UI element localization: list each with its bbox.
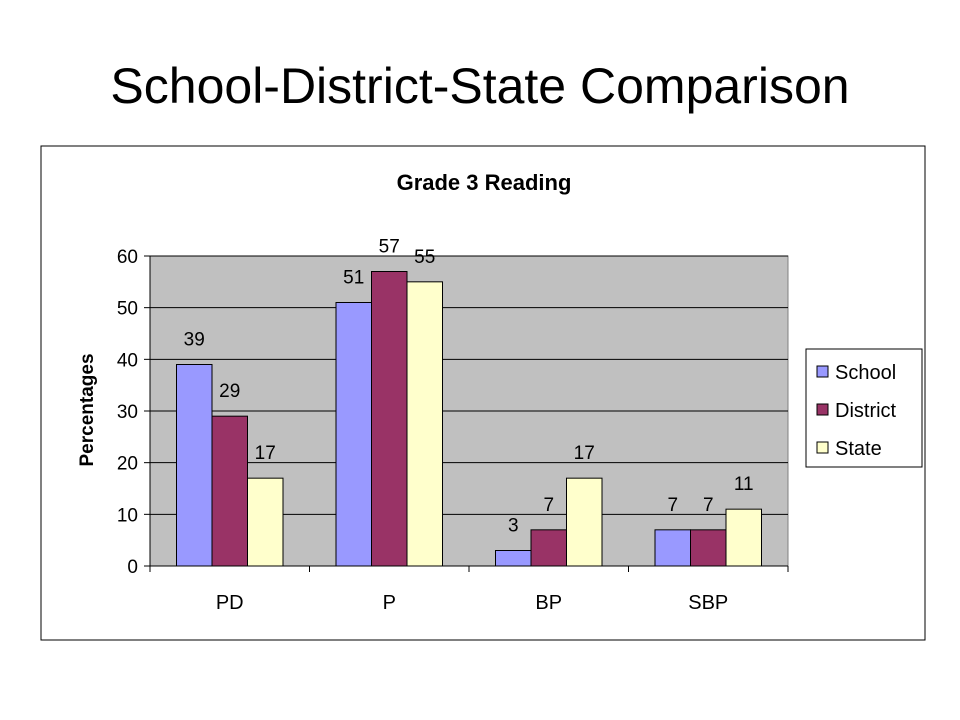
bar-district bbox=[690, 529, 727, 567]
legend-label: State bbox=[835, 438, 882, 460]
legend-label: District bbox=[835, 400, 897, 422]
y-tick-label: 30 bbox=[117, 402, 138, 423]
data-label: 7 bbox=[667, 495, 678, 516]
data-label: 7 bbox=[703, 495, 714, 516]
bar-state bbox=[406, 281, 443, 567]
data-label: 3 bbox=[508, 516, 519, 537]
data-label: 39 bbox=[184, 330, 205, 351]
x-tick-label: SBP bbox=[688, 592, 728, 614]
legend: School District State bbox=[805, 348, 923, 468]
bar-district bbox=[530, 529, 567, 567]
bar-district bbox=[211, 415, 248, 567]
data-label: 17 bbox=[255, 443, 276, 464]
x-tick-label: P bbox=[383, 592, 396, 614]
bar-school bbox=[176, 364, 213, 567]
x-tick-label: BP bbox=[535, 592, 562, 614]
legend-swatch bbox=[816, 441, 829, 454]
slide-title: School-District-State Comparison bbox=[110, 58, 850, 114]
plot-area: 0 10 20 30 40 50 60 39 29 17 PD 51 57 55 P 3 7 17 BP 7 7 11 SB… bbox=[117, 237, 789, 614]
y-axis-label: Percentages bbox=[77, 353, 98, 466]
data-label: 17 bbox=[574, 443, 595, 464]
data-label: 55 bbox=[414, 247, 435, 268]
bar-state bbox=[247, 477, 284, 567]
bar-school bbox=[495, 550, 532, 567]
bar-school bbox=[335, 302, 372, 567]
data-label: 11 bbox=[734, 474, 754, 495]
bar-school bbox=[654, 529, 691, 567]
bar-district bbox=[371, 271, 408, 567]
data-label: 29 bbox=[219, 381, 240, 402]
y-tick-label: 10 bbox=[117, 505, 138, 526]
x-tick-label: PD bbox=[216, 592, 244, 614]
y-tick-label: 0 bbox=[127, 557, 138, 578]
y-tick-label: 20 bbox=[117, 454, 138, 475]
data-label: 57 bbox=[379, 237, 400, 258]
y-tick-label: 60 bbox=[117, 247, 138, 268]
legend-swatch bbox=[816, 365, 829, 378]
y-tick-label: 40 bbox=[117, 350, 138, 371]
data-label: 7 bbox=[543, 495, 554, 516]
bar-state bbox=[725, 508, 762, 567]
y-tick-label: 50 bbox=[117, 299, 138, 320]
data-label: 51 bbox=[343, 268, 364, 289]
legend-label: School bbox=[835, 362, 896, 384]
bar-state bbox=[566, 477, 603, 567]
legend-swatch bbox=[816, 403, 829, 416]
chart-title: Grade 3 Reading bbox=[397, 170, 572, 195]
